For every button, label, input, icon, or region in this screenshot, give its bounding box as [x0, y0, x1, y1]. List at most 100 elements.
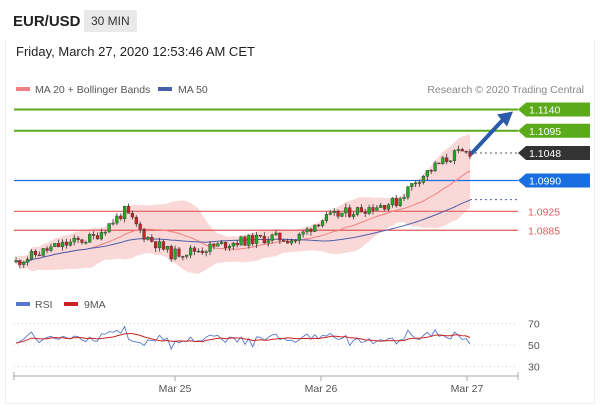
ma9-legend-label: 9MA	[84, 299, 106, 311]
rsi-tick-30: 30	[528, 362, 540, 374]
candle-body	[30, 251, 33, 259]
candle-body	[298, 234, 301, 240]
candle-body	[178, 249, 181, 257]
level-label-1.1048: 1.1048	[529, 148, 561, 160]
candle-body	[50, 247, 53, 251]
candle-body	[410, 183, 413, 186]
candle-body	[407, 187, 410, 198]
candle-body	[344, 208, 347, 213]
candle-body	[232, 243, 235, 246]
rsi-tick-70: 70	[528, 318, 540, 330]
ma50-legend-label: MA 50	[178, 84, 208, 96]
candle-body	[325, 214, 328, 220]
candle-body	[220, 242, 223, 243]
candle-body	[15, 260, 18, 262]
candle-body	[422, 176, 425, 182]
candle-body	[112, 223, 115, 224]
candle-body	[267, 240, 270, 243]
candle-body	[356, 207, 359, 214]
candle-body	[259, 235, 262, 236]
candle-body	[240, 237, 243, 245]
rsi-panel: 70 50 30	[14, 318, 540, 373]
candle-body	[391, 198, 394, 205]
candle-body	[290, 241, 293, 243]
candle-body	[441, 158, 444, 164]
candle-body	[100, 232, 103, 239]
candle-body	[465, 151, 468, 152]
candle-body	[115, 216, 118, 223]
candle-body	[445, 158, 448, 162]
candle-body	[189, 248, 192, 255]
candle-body	[92, 234, 95, 235]
candle-body	[108, 224, 111, 233]
candle-body	[154, 242, 157, 248]
candle-body	[387, 205, 390, 209]
candle-body	[143, 229, 146, 239]
candle-body	[127, 206, 130, 213]
ma9-legend-swatch	[64, 302, 78, 306]
candle-body	[119, 216, 122, 219]
candle-body	[88, 234, 91, 242]
candle-body	[368, 207, 371, 213]
candle-body	[131, 213, 134, 217]
candle-body	[104, 232, 107, 233]
candle-body	[46, 248, 49, 250]
x-tick-label: Mar 25	[159, 383, 192, 395]
candle-body	[430, 170, 433, 171]
candle-body	[275, 233, 278, 235]
candle-body	[461, 149, 464, 151]
candle-body	[38, 255, 41, 256]
rsi-ma-line	[16, 334, 470, 344]
candle-body	[185, 255, 188, 256]
ma20-legend-label: MA 20 + Bollinger Bands	[35, 84, 150, 96]
candle-body	[42, 248, 45, 255]
forecast-arrow	[472, 111, 513, 153]
rsi-legend-label: RSI	[35, 299, 53, 311]
candle-body	[383, 205, 386, 209]
candle-body	[434, 163, 437, 171]
candle-body	[96, 235, 99, 238]
research-credit: Research © 2020 Trading Central	[427, 84, 584, 96]
candle-body	[81, 240, 84, 243]
candle-body	[57, 243, 60, 247]
candle-body	[341, 213, 344, 216]
candle-body	[247, 235, 250, 245]
candle-body	[379, 205, 382, 207]
candle-body	[65, 242, 68, 245]
candle-body	[135, 217, 138, 224]
x-tick-label: Mar 27	[451, 383, 484, 395]
candle-body	[181, 256, 184, 257]
candle-body	[224, 242, 227, 248]
candle-body	[170, 246, 173, 259]
candle-body	[317, 225, 320, 226]
candle-body	[329, 213, 332, 215]
level-label-1.1140: 1.1140	[529, 104, 560, 116]
candle-body	[403, 197, 406, 198]
candle-body	[26, 259, 29, 262]
candle-body	[84, 242, 87, 243]
candle-body	[395, 198, 398, 206]
candle-body	[73, 238, 76, 242]
candle-body	[212, 244, 215, 246]
candle-body	[216, 244, 219, 247]
candle-body	[263, 236, 266, 243]
candle-body	[69, 242, 72, 245]
candle-body	[162, 242, 165, 250]
candle-body	[457, 149, 460, 150]
candle-body	[201, 251, 204, 253]
price-level-labels: 1.1140 1.1095 1.1048 1.0990 1.0925 1.0885	[518, 102, 590, 237]
candle-body	[271, 235, 274, 241]
candle-body	[294, 240, 297, 241]
candle-body	[375, 208, 378, 211]
candle-body	[414, 183, 417, 184]
bollinger-band-area	[16, 134, 470, 273]
level-label-1.0990: 1.0990	[529, 176, 561, 188]
candle-body	[139, 224, 142, 229]
candle-body	[310, 229, 313, 232]
candle-body	[166, 246, 169, 249]
candle-body	[282, 240, 285, 241]
candle-body	[228, 246, 231, 248]
candle-body	[158, 242, 161, 248]
candle-body	[193, 248, 196, 252]
